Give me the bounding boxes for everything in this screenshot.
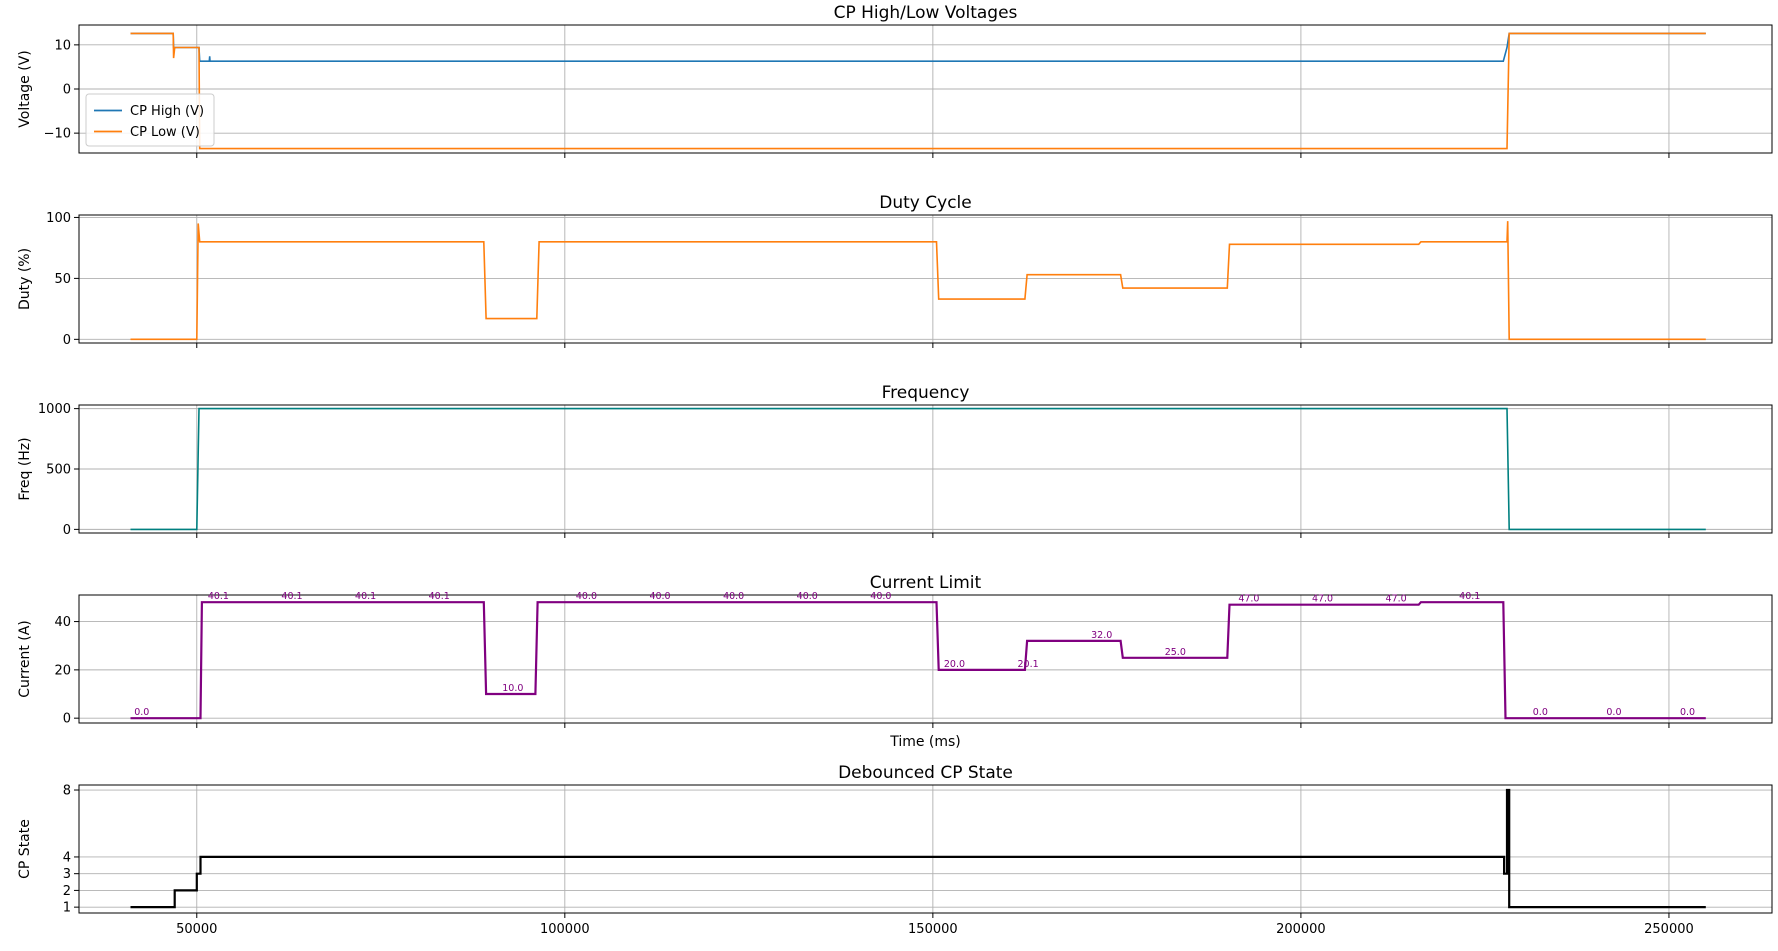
y-tick-label: 3 <box>63 867 71 882</box>
data-label: 47.0 <box>1312 594 1333 605</box>
data-label: 40.0 <box>649 591 670 602</box>
subplot-title: Duty Cycle <box>879 193 971 213</box>
data-label: 40.1 <box>281 591 302 602</box>
plot-frame <box>78 784 1773 914</box>
subplot-title: Current Limit <box>870 573 982 593</box>
data-label: 40.0 <box>723 591 744 602</box>
legend-box <box>85 93 215 147</box>
y-axis-label: Duty (%) <box>17 248 33 310</box>
y-tick-label: 2 <box>63 884 71 899</box>
y-tick-label: 50 <box>54 272 71 287</box>
data-label: 25.0 <box>1165 647 1186 658</box>
y-tick-label: 8 <box>63 784 71 799</box>
legend-entry: CP High (V) <box>130 104 204 119</box>
series-line-0 <box>130 788 1706 909</box>
data-label: 10.0 <box>502 683 523 694</box>
subplot-2: 0 500 1000 Frequency Freq (Hz) <box>17 383 1773 538</box>
x-tick-label: 250000 <box>1644 922 1694 937</box>
data-label: 40.1 <box>208 591 229 602</box>
data-label: 0.0 <box>1680 707 1695 718</box>
data-label: 40.1 <box>355 591 376 602</box>
plot-frame <box>78 594 1773 724</box>
y-tick-label: 0 <box>63 83 71 98</box>
data-label: 40.0 <box>870 591 891 602</box>
data-label: 20.1 <box>1018 659 1039 670</box>
y-axis-label: Freq (Hz) <box>17 437 33 500</box>
data-label: 40.0 <box>576 591 597 602</box>
data-label: 40.0 <box>797 591 818 602</box>
y-axis-label: CP State <box>17 819 33 879</box>
y-tick-label: 0 <box>63 333 71 348</box>
series-line-0 <box>130 407 1706 531</box>
x-tick-label: 150000 <box>908 922 958 937</box>
y-tick-label: 10 <box>54 38 71 53</box>
data-label: 0.0 <box>1533 707 1548 718</box>
y-tick-label: 0 <box>63 712 71 727</box>
subplot-4: 50000 100000 150000 200000 250000 1 2 3 4 8 Deboun… <box>17 763 1773 937</box>
x-tick-label: 200000 <box>1276 922 1326 937</box>
y-tick-label: 500 <box>46 463 71 478</box>
data-label: 47.0 <box>1386 594 1407 605</box>
subplot-3: 0 20 40 Current Limit Current (A) Time (ms) 0.… <box>17 573 1773 750</box>
legend: CP High (V) CP Low (V) <box>85 93 215 147</box>
series-line-0 <box>130 601 1706 720</box>
x-axis-label: Time (ms) <box>889 734 961 750</box>
legend-entry: CP Low (V) <box>130 125 200 140</box>
y-tick-label: 100 <box>46 211 71 226</box>
y-axis-label: Current (A) <box>17 620 33 698</box>
plot-frame <box>78 214 1773 344</box>
series-line-0 <box>130 32 1706 62</box>
y-tick-label: 20 <box>54 663 71 678</box>
subplot-title: CP High/Low Voltages <box>834 3 1018 23</box>
y-tick-label: 4 <box>63 850 71 865</box>
y-axis-label: Voltage (V) <box>17 50 33 127</box>
y-tick-label: −10 <box>44 127 71 142</box>
data-label: 40.1 <box>1459 591 1480 602</box>
y-tick-label: 1000 <box>38 402 71 417</box>
subplot-0: −10 0 10 CP High/Low Voltages Voltage (V) CP … <box>17 3 1773 158</box>
data-label: 40.1 <box>429 591 450 602</box>
data-label: 32.0 <box>1091 630 1112 641</box>
series-line-0 <box>130 221 1706 341</box>
data-label: 0.0 <box>1606 707 1621 718</box>
series-line-1 <box>130 32 1706 150</box>
y-tick-label: 40 <box>54 615 71 630</box>
subplot-1: 0 50 100 Duty Cycle Duty (%) <box>17 193 1773 348</box>
data-label: 0.0 <box>134 707 149 718</box>
data-label: 20.0 <box>944 659 965 670</box>
x-tick-label: 100000 <box>540 922 590 937</box>
data-label: 47.0 <box>1238 594 1259 605</box>
y-tick-label: 1 <box>63 901 71 916</box>
subplot-title: Frequency <box>882 383 970 403</box>
y-tick-label: 0 <box>63 523 71 538</box>
x-tick-label: 50000 <box>176 922 217 937</box>
subplot-title: Debounced CP State <box>838 763 1013 783</box>
